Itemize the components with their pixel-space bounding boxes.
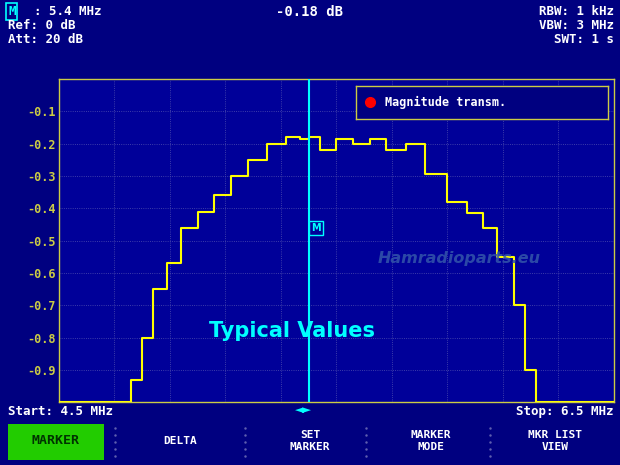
Text: Ref: 0 dB: Ref: 0 dB <box>8 19 76 32</box>
Text: ◄►: ◄► <box>295 405 312 416</box>
FancyBboxPatch shape <box>7 424 104 460</box>
Text: DELTA: DELTA <box>163 436 197 446</box>
Text: VBW: 3 MHz: VBW: 3 MHz <box>539 19 614 32</box>
Text: Typical Values: Typical Values <box>209 321 374 341</box>
Text: MARKER: MARKER <box>32 434 80 447</box>
Text: M: M <box>311 223 321 232</box>
Text: Stop: 6.5 MHz: Stop: 6.5 MHz <box>516 405 614 419</box>
Text: SET
MARKER: SET MARKER <box>290 430 330 452</box>
Text: SWT: 1 s: SWT: 1 s <box>554 33 614 46</box>
Text: MKR LIST
VIEW: MKR LIST VIEW <box>528 430 582 452</box>
Text: M: M <box>8 5 16 18</box>
Text: Att: 20 dB: Att: 20 dB <box>8 33 83 46</box>
Text: : 5.4 MHz: : 5.4 MHz <box>34 5 102 18</box>
Text: -0.18 dB: -0.18 dB <box>277 5 343 19</box>
Text: Hamradioparts.eu: Hamradioparts.eu <box>378 251 541 266</box>
Text: MARKER
MODE: MARKER MODE <box>410 430 451 452</box>
Text: RBW: 1 kHz: RBW: 1 kHz <box>539 5 614 18</box>
Text: Start: 4.5 MHz: Start: 4.5 MHz <box>8 405 113 419</box>
